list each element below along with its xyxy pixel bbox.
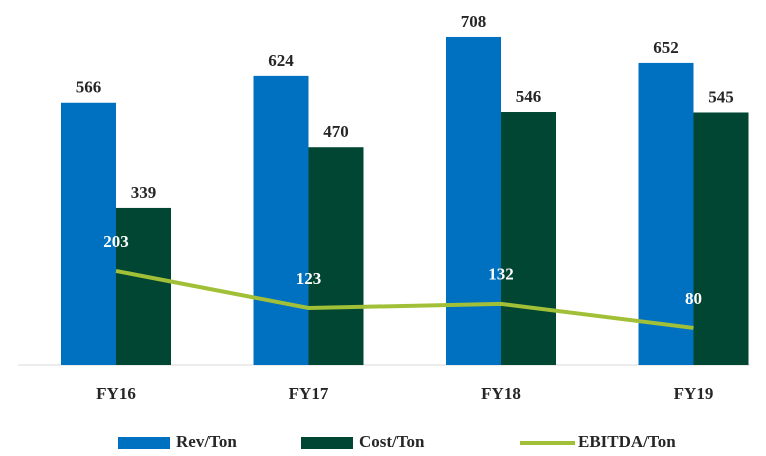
bar (253, 75, 309, 365)
bar (638, 62, 694, 365)
bar (61, 102, 116, 366)
data-label: 652 (653, 38, 679, 57)
data-label: 203 (103, 232, 129, 251)
legend-label: Cost/Ton (359, 432, 425, 451)
legend-swatch (118, 437, 170, 449)
bar (116, 207, 171, 365)
line (115, 268, 694, 330)
data-label: 123 (296, 269, 322, 288)
legend-swatch (301, 437, 353, 449)
data-label: 132 (488, 265, 514, 284)
data-label: 708 (461, 12, 487, 31)
data-label: 624 (268, 51, 294, 70)
x-tick-label: FY19 (674, 384, 714, 403)
data-label: 339 (131, 183, 157, 202)
data-label: 470 (323, 122, 349, 141)
x-tick-label: FY18 (481, 384, 521, 403)
x-tick-label: FY16 (96, 384, 136, 403)
legend-label: EBITDA/Ton (578, 432, 676, 451)
bar (693, 112, 749, 365)
legend-label: Rev/Ton (176, 432, 237, 451)
data-label: 566 (76, 78, 102, 97)
bar (308, 147, 364, 365)
data-label: 80 (685, 289, 702, 308)
data-label: 546 (516, 87, 542, 106)
x-tick-label: FY17 (289, 384, 329, 403)
data-label: 545 (708, 87, 734, 106)
bar (501, 112, 556, 366)
bar (446, 36, 501, 366)
